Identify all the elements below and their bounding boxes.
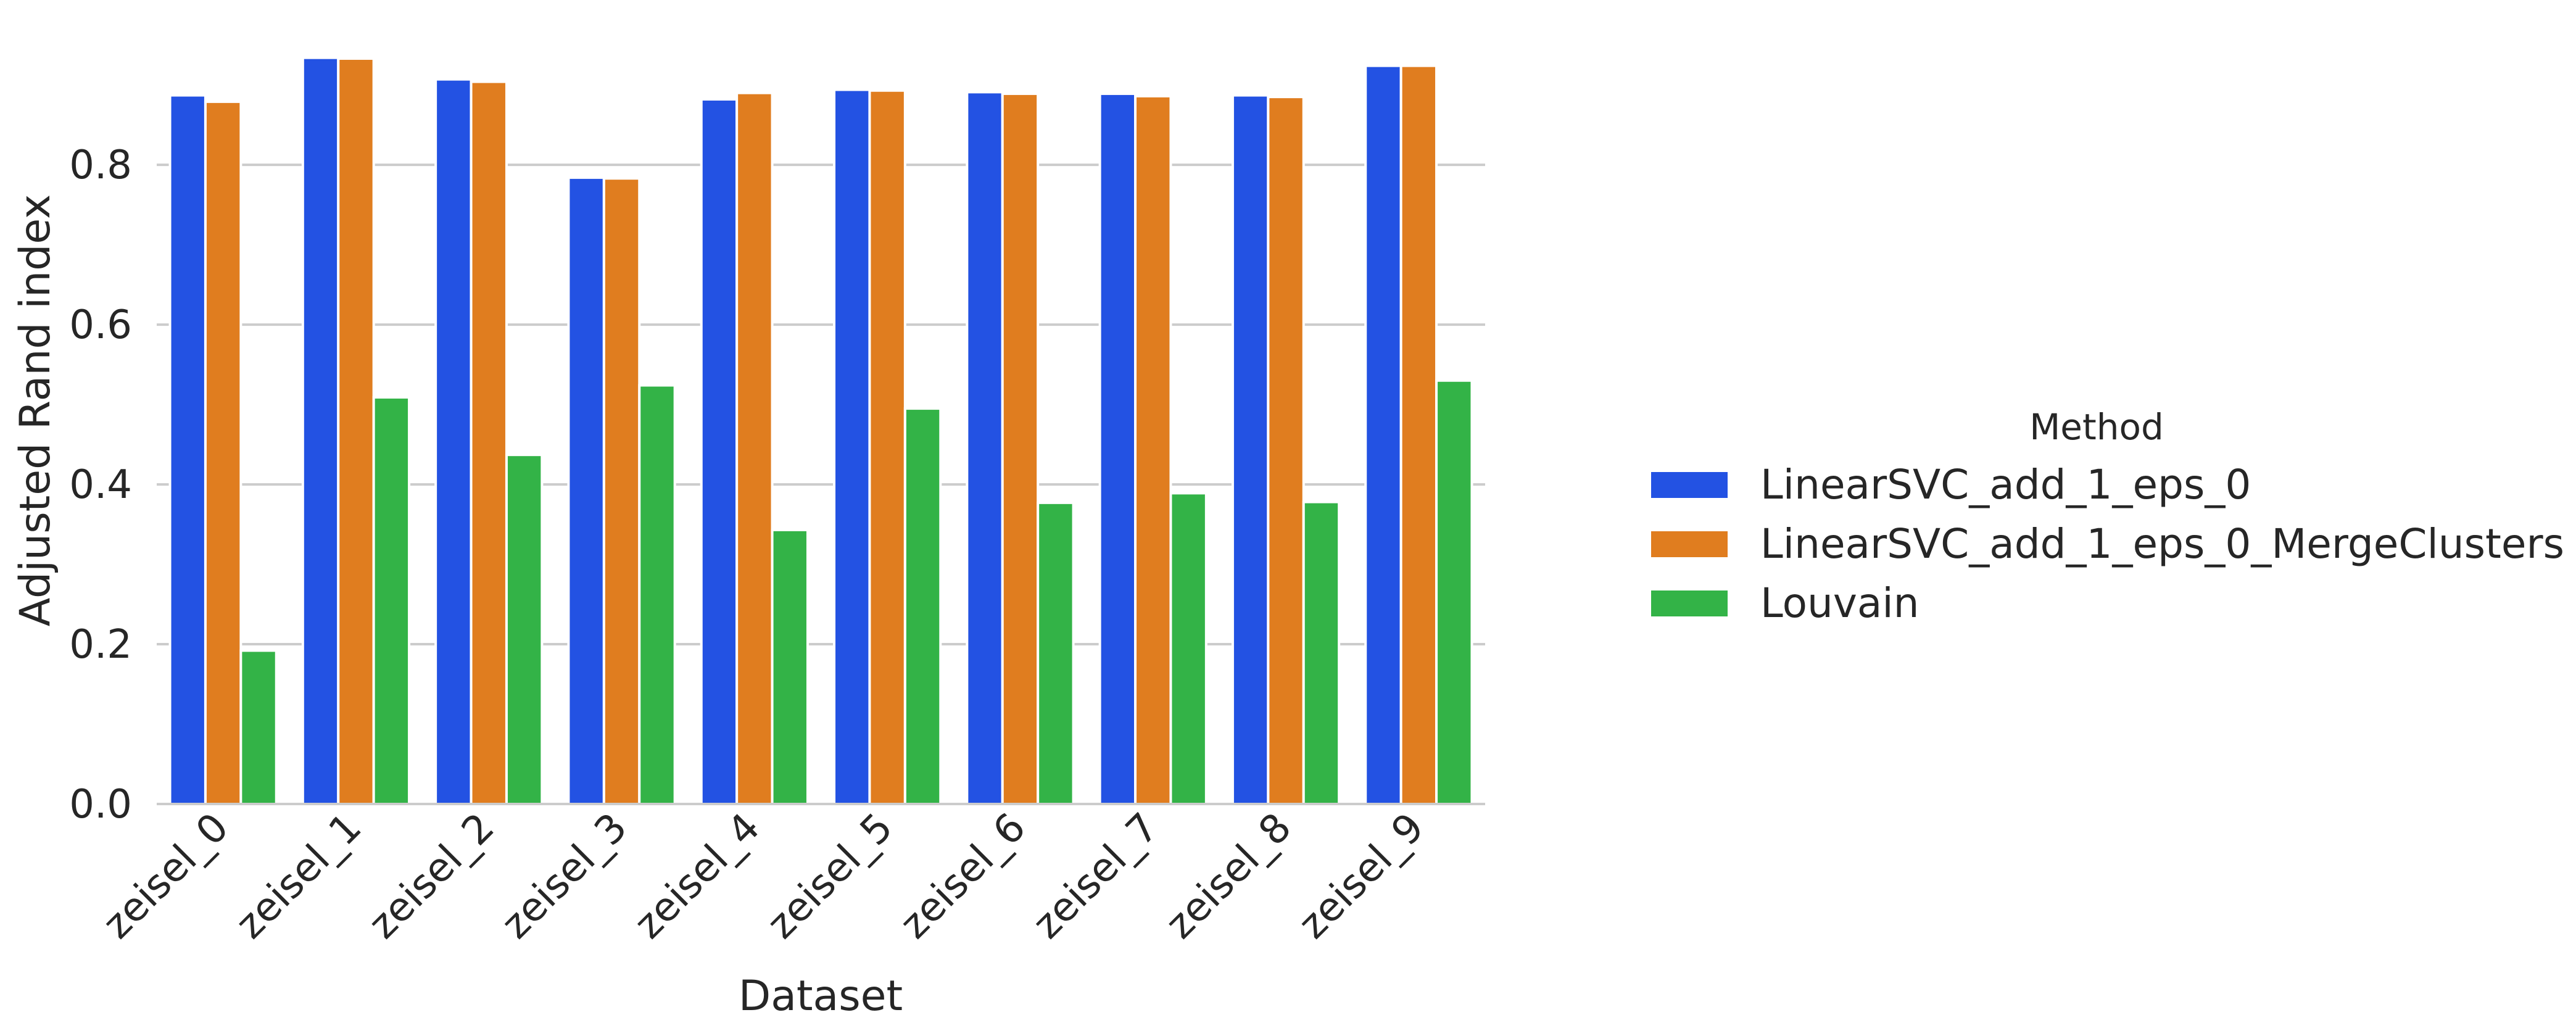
- bar-linearsvc-add-1-eps-0: [1231, 94, 1270, 806]
- legend: Method LinearSVC_add_1_eps_0 LinearSVC_ad…: [1651, 406, 2564, 627]
- bar-louvain: [903, 407, 942, 805]
- bar-linearsvc-add-1-eps-0: [1364, 64, 1402, 805]
- y-axis-title: Adjusted Rand index: [11, 194, 60, 627]
- bar-louvain: [1302, 500, 1341, 805]
- bar-linearsvc-add-1-eps-0-mergeclusters: [1267, 96, 1305, 805]
- bar-louvain: [239, 649, 278, 806]
- bar-linearsvc-add-1-eps-0-mergeclusters: [1001, 92, 1040, 806]
- x-tick-label: zeisel_3: [493, 805, 636, 948]
- bar-linearsvc-add-1-eps-0-mergeclusters: [868, 89, 906, 805]
- bar-linearsvc-add-1-eps-0-mergeclusters: [602, 177, 641, 806]
- bar-louvain: [1037, 501, 1075, 805]
- y-tick-label: 0.6: [69, 302, 132, 348]
- x-axis-title: Dataset: [739, 972, 903, 1021]
- legend-label: Louvain: [1760, 579, 1920, 627]
- y-tick-label: 0.2: [69, 622, 132, 668]
- bar-linearsvc-add-1-eps-0: [168, 94, 207, 806]
- bar-linearsvc-add-1-eps-0: [966, 91, 1004, 806]
- y-tick-label: 0.8: [69, 143, 132, 188]
- bar-linearsvc-add-1-eps-0-mergeclusters: [735, 91, 774, 806]
- y-tick-label: 0.0: [69, 782, 132, 827]
- bar-linearsvc-add-1-eps-0: [301, 56, 340, 806]
- legend-swatch: [1651, 591, 1728, 616]
- bar-louvain: [771, 528, 809, 806]
- bar-linearsvc-add-1-eps-0: [1098, 92, 1137, 806]
- bar-louvain: [638, 384, 676, 805]
- legend-swatch: [1651, 531, 1728, 557]
- bar-louvain: [1435, 379, 1473, 805]
- bar-linearsvc-add-1-eps-0: [434, 78, 473, 806]
- x-tick-label: zeisel_7: [1024, 805, 1167, 948]
- x-tick-label: zeisel_8: [1157, 805, 1300, 948]
- bar-linearsvc-add-1-eps-0-mergeclusters: [470, 80, 508, 806]
- x-tick-label: zeisel_9: [1290, 805, 1433, 948]
- x-tick-label: zeisel_2: [360, 805, 503, 948]
- x-tick-label: zeisel_1: [227, 805, 370, 948]
- legend-title: Method: [2029, 406, 2164, 448]
- y-tick-labels: 0.0 0.2 0.4 0.6 0.8: [69, 143, 132, 827]
- bar-linearsvc-add-1-eps-0: [833, 88, 871, 805]
- bar-linearsvc-add-1-eps-0-mergeclusters: [204, 100, 242, 805]
- bar-louvain: [372, 396, 411, 805]
- legend-label: LinearSVC_add_1_eps_0_MergeClusters: [1760, 520, 2564, 568]
- bar-linearsvc-add-1-eps-0-mergeclusters: [337, 57, 375, 806]
- bar-louvain: [505, 454, 544, 805]
- bar-linearsvc-add-1-eps-0: [567, 176, 605, 805]
- x-tick-label: zeisel_5: [759, 805, 902, 948]
- x-tick-labels: zeisel_0zeisel_1zeisel_2zeisel_3zeisel_4…: [94, 805, 1433, 948]
- bar-linearsvc-add-1-eps-0-mergeclusters: [1134, 94, 1172, 806]
- x-tick-label: zeisel_6: [892, 805, 1035, 948]
- y-tick-label: 0.4: [69, 462, 132, 508]
- x-tick-label: zeisel_4: [626, 805, 769, 948]
- legend-label: LinearSVC_add_1_eps_0: [1760, 461, 2251, 508]
- bars: [168, 56, 1473, 806]
- legend-swatch: [1651, 472, 1728, 498]
- bar-linearsvc-add-1-eps-0: [700, 97, 739, 805]
- bar-linearsvc-add-1-eps-0-mergeclusters: [1399, 64, 1438, 805]
- bar-louvain: [1169, 492, 1207, 805]
